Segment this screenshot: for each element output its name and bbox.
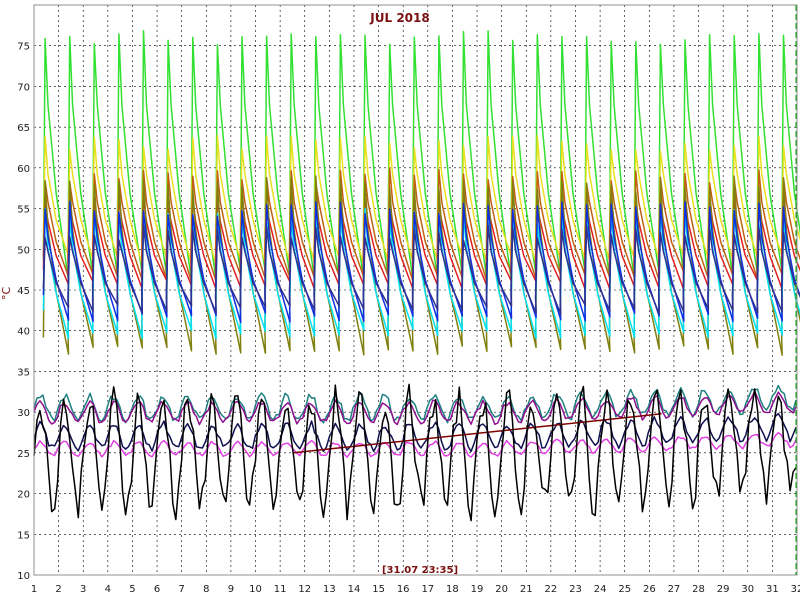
x-tick-label: 2: [55, 584, 61, 595]
series-line-9: [33, 390, 797, 426]
y-tick-label: 45: [17, 286, 30, 297]
axes: 1 2 3 4 5 6 7 8 9 10 11 12 13 14 15 16 17 18 19 20 21 22 23 24 2…: [17, 4, 800, 595]
y-tick-label: 75: [17, 42, 30, 53]
x-tick-label: 24: [594, 584, 607, 595]
x-tick-label: 17: [421, 584, 434, 595]
x-tick-label: 14: [348, 584, 361, 595]
series-line-13: [33, 383, 797, 522]
x-tick-label: 1: [31, 584, 37, 595]
x-tick-label: 11: [274, 584, 287, 595]
y-tick-label: 60: [17, 164, 30, 175]
x-tick-label: 13: [323, 584, 336, 595]
x-tick-label: 12: [298, 584, 311, 595]
x-tick-label: 10: [249, 584, 262, 595]
y-tick-label: 65: [17, 123, 30, 134]
y-tick-label: 10: [17, 571, 30, 582]
x-tick-label: 26: [643, 584, 656, 595]
x-tick-label: 23: [569, 584, 582, 595]
x-tick-label: 3: [80, 584, 86, 595]
x-tick-label: 22: [545, 584, 558, 595]
x-tick-label: 16: [397, 584, 410, 595]
x-tick-label: 28: [692, 584, 705, 595]
plot-frame: [33, 4, 798, 576]
x-tick-label: 9: [228, 584, 234, 595]
series-line-11: [33, 431, 797, 458]
x-tick-label: 29: [717, 584, 730, 595]
y-tick-label: 25: [17, 449, 30, 460]
x-tick-label: 25: [618, 584, 631, 595]
y-tick-label: 30: [17, 408, 30, 419]
y-tick-label: 35: [17, 367, 30, 378]
y-tick-label: 20: [17, 490, 30, 501]
y-axis-label: °C: [0, 287, 13, 301]
x-tick-label: 31: [766, 584, 779, 595]
series-line-0: [42, 29, 800, 283]
x-tick-label: 18: [446, 584, 459, 595]
x-tick-label: 20: [495, 584, 508, 595]
y-tick-label: 50: [17, 245, 30, 256]
x-tick-label: 7: [178, 584, 184, 595]
x-tick-label: 4: [105, 584, 111, 595]
y-tick-label: 70: [17, 82, 30, 93]
x-tick-label: 8: [203, 584, 209, 595]
y-tick-label: 15: [17, 530, 30, 541]
x-tick-label: 5: [129, 584, 135, 595]
chart-title: JUL 2018: [369, 11, 429, 25]
series-line-10: [33, 412, 797, 453]
series-group: [33, 29, 800, 522]
x-tick-label: 21: [520, 584, 533, 595]
status-timestamp: [31.07 23:35]: [382, 565, 458, 576]
y-tick-label: 40: [17, 327, 30, 338]
y-tick-label: 55: [17, 205, 30, 216]
x-tick-label: 32: [791, 584, 800, 595]
x-tick-label: 15: [372, 584, 385, 595]
x-tick-label: 27: [668, 584, 681, 595]
x-tick-label: 6: [154, 584, 160, 595]
x-tick-label: 19: [471, 584, 484, 595]
x-tick-label: 30: [741, 584, 754, 595]
series-line-7: [42, 224, 800, 315]
